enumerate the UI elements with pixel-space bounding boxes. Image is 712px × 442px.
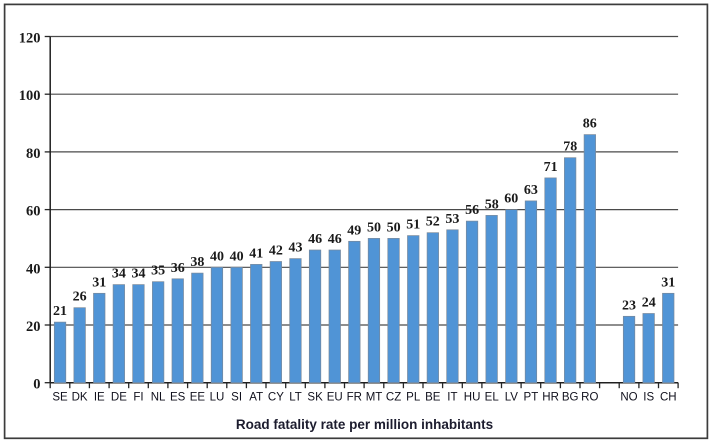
svg-text:20: 20 — [26, 319, 41, 335]
svg-text:40: 40 — [26, 261, 41, 277]
svg-text:PL: PL — [406, 392, 421, 404]
svg-text:BE: BE — [425, 392, 441, 404]
svg-text:Road fatality rate per million: Road fatality rate per million inhabitan… — [236, 417, 493, 432]
svg-text:FI: FI — [133, 392, 143, 404]
svg-text:LV: LV — [505, 392, 519, 404]
svg-text:EL: EL — [485, 392, 500, 404]
svg-text:26: 26 — [73, 290, 87, 305]
svg-text:46: 46 — [328, 232, 342, 247]
svg-text:PT: PT — [524, 392, 539, 404]
svg-text:40: 40 — [210, 249, 224, 264]
svg-text:IT: IT — [447, 392, 457, 404]
svg-text:LU: LU — [210, 392, 225, 404]
svg-text:49: 49 — [347, 223, 361, 238]
svg-text:24: 24 — [642, 296, 656, 311]
svg-text:HU: HU — [464, 392, 481, 404]
svg-text:SI: SI — [231, 392, 242, 404]
svg-text:MT: MT — [366, 392, 383, 404]
svg-text:CH: CH — [660, 392, 677, 404]
svg-text:21: 21 — [53, 304, 67, 319]
svg-text:IS: IS — [643, 392, 654, 404]
svg-text:31: 31 — [661, 275, 675, 290]
svg-text:50: 50 — [367, 220, 381, 235]
svg-text:EU: EU — [327, 392, 343, 404]
svg-text:38: 38 — [190, 255, 204, 270]
svg-text:53: 53 — [445, 212, 459, 227]
svg-text:LT: LT — [289, 392, 302, 404]
svg-text:SK: SK — [307, 392, 323, 404]
svg-text:100: 100 — [19, 88, 41, 104]
svg-text:42: 42 — [269, 244, 283, 259]
svg-text:23: 23 — [622, 298, 636, 313]
svg-text:NL: NL — [151, 392, 166, 404]
svg-text:AT: AT — [249, 392, 263, 404]
svg-text:60: 60 — [26, 204, 41, 220]
svg-text:60: 60 — [504, 192, 518, 207]
svg-text:FR: FR — [347, 392, 362, 404]
svg-text:CY: CY — [268, 392, 284, 404]
svg-text:31: 31 — [92, 275, 106, 290]
svg-text:SE: SE — [52, 392, 68, 404]
svg-text:120: 120 — [19, 31, 41, 47]
svg-text:CZ: CZ — [386, 392, 401, 404]
svg-text:52: 52 — [426, 215, 440, 230]
svg-text:NO: NO — [620, 392, 637, 404]
svg-text:40: 40 — [230, 249, 244, 264]
svg-text:80: 80 — [26, 146, 41, 162]
svg-text:ES: ES — [170, 392, 186, 404]
svg-text:IE: IE — [94, 392, 105, 404]
svg-text:DK: DK — [72, 392, 88, 404]
svg-text:43: 43 — [289, 241, 303, 256]
svg-text:36: 36 — [171, 261, 185, 276]
svg-text:56: 56 — [465, 203, 479, 218]
svg-text:EE: EE — [190, 392, 206, 404]
svg-text:HR: HR — [542, 392, 559, 404]
svg-text:58: 58 — [485, 197, 499, 212]
svg-text:71: 71 — [544, 160, 558, 175]
svg-text:78: 78 — [563, 140, 577, 155]
svg-text:34: 34 — [132, 267, 146, 282]
svg-text:63: 63 — [524, 183, 538, 198]
svg-text:41: 41 — [249, 246, 263, 261]
svg-text:46: 46 — [308, 232, 322, 247]
svg-text:34: 34 — [112, 267, 126, 282]
svg-text:RO: RO — [581, 392, 598, 404]
svg-text:BG: BG — [562, 392, 579, 404]
svg-text:0: 0 — [33, 377, 40, 393]
svg-text:86: 86 — [583, 117, 597, 132]
svg-text:50: 50 — [387, 220, 401, 235]
svg-text:51: 51 — [406, 218, 420, 233]
svg-text:DE: DE — [111, 392, 127, 404]
svg-text:35: 35 — [151, 264, 165, 279]
